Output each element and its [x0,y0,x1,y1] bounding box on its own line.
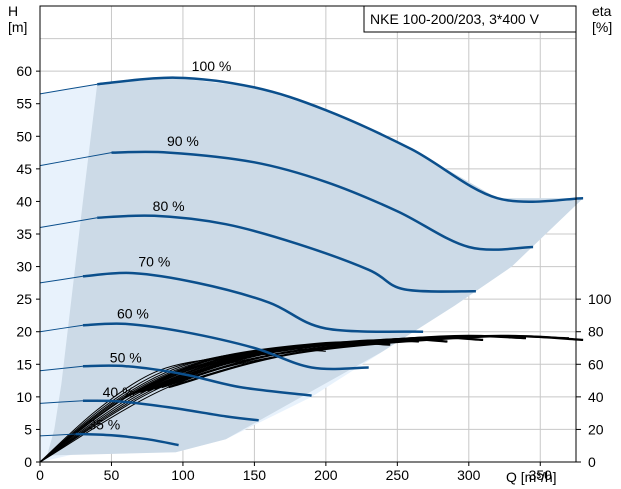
y-tick-label: 0 [24,454,32,470]
y-tick-label: 25 [16,291,32,307]
y-axis-unit: [m] [8,19,27,35]
y-tick-label: 45 [16,161,32,177]
y-tick-label: 35 [16,226,32,242]
x-axis-label: Q [m³/h] [506,469,557,485]
head-curve-thin [39,433,76,437]
curve-label: 60 % [117,306,149,322]
y-tick-label: 40 [16,193,32,209]
efficiency-curves [39,334,584,463]
y-tick-label: 55 [16,96,32,112]
head-curve [75,432,179,447]
curve-label: 100 % [192,58,232,74]
eta-axis-label: eta [592,3,612,19]
x-tick-label: 300 [457,467,481,483]
eta-tick-label: 100 [588,291,612,307]
curve-label: 70 % [138,254,170,270]
head-curve-thin [39,83,98,95]
head-curve [82,399,259,422]
y-tick-label: 50 [16,128,32,144]
head-curve [82,271,424,333]
eta-tick-label: 60 [588,356,604,372]
axis-ticks: 0 50 100 150 200 250 300 3500510152025303540455… [16,63,611,483]
curve-label: 40 % [103,384,135,400]
x-tick-label: 0 [36,467,44,483]
x-tick-label: 250 [386,467,410,483]
y-tick-label: 15 [16,356,32,372]
head-curve-thin [39,365,83,372]
efficiency-curve-bold [168,334,584,389]
head-curve-thin [39,324,83,333]
curve-label: 80 % [153,198,185,214]
y-tick-label: 20 [16,324,32,340]
title-box [363,5,577,33]
x-tick-label: 200 [314,467,338,483]
x-tick-label: 100 [171,467,195,483]
eta-tick-label: 40 [588,389,604,405]
head-curve [82,322,369,371]
eta-tick-label: 0 [588,454,596,470]
head-curve-thin [39,275,83,284]
head-curve [82,364,312,397]
curve-label: 90 % [167,133,199,149]
head-curve [111,150,534,251]
y-tick-label: 30 [16,259,32,275]
chart-title: NKE 100-200/203, 3*400 V [370,11,540,27]
head-curve [97,214,476,293]
y-tick-label: 5 [24,421,32,437]
curve-labels: 100 % 90 % 80 % 70 % 60 % 50 % 40 % 35 % [88,58,231,432]
x-tick-label: 150 [243,467,267,483]
eta-tick-label: 80 [588,324,604,340]
curve-label: 35 % [88,416,120,432]
eta-axis-unit: [%] [592,19,612,35]
head-curve-thin [39,152,112,167]
x-tick-label: 350 [529,467,553,483]
y-tick-label: 10 [16,389,32,405]
head-curve [97,76,584,204]
eta-tick-label: 20 [588,421,604,437]
head-curve-thin [39,217,98,228]
y-axis-label: H [8,3,18,19]
head-curve-thin [39,400,83,404]
head-curves [39,76,584,447]
curve-label: 50 % [110,349,142,365]
x-tick-label: 50 [104,467,120,483]
y-tick-label: 60 [16,63,32,79]
